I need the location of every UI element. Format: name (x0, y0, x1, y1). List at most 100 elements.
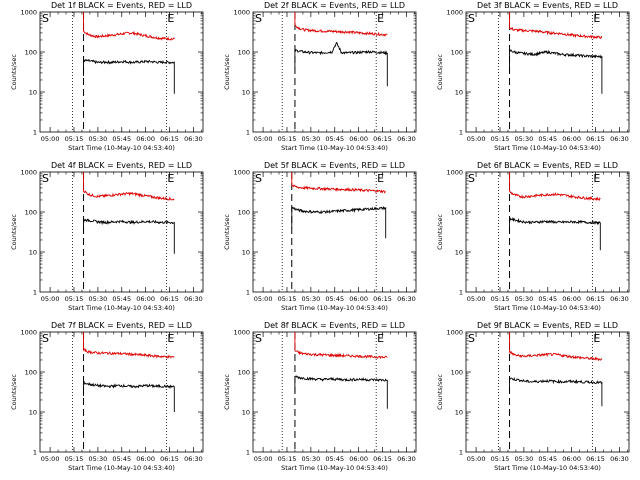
panel-det-7: Det 7f BLACK = Events, RED = LLD 1 10 100 10… (10, 321, 204, 472)
x-axis-label: Start Time (10-May-10 04:53:40) (68, 304, 175, 312)
plot-frame (39, 11, 204, 133)
x-tick-label: 06:00 (136, 455, 155, 463)
y-tick-label: 1 (459, 449, 463, 457)
x-tick-label: 05:30 (89, 295, 108, 303)
x-tick-label: 06:30 (610, 295, 629, 303)
x-tick-label: 05:15 (491, 295, 510, 303)
panel-det-4: Det 4f BLACK = Events, RED = LLD 1 10 100 10… (10, 161, 204, 312)
lld-series-line (83, 332, 175, 359)
events-series-line (83, 218, 175, 254)
y-tick-label: 1 (459, 289, 463, 297)
x-tick-label: 05:00 (254, 135, 273, 143)
x-tick-label: 05:15 (65, 135, 84, 143)
x-tick-label: 06:30 (397, 135, 416, 143)
x-tick-label: 06:00 (349, 455, 368, 463)
plot-frame (252, 171, 417, 293)
x-tick-label: 05:00 (467, 135, 486, 143)
events-series-line (509, 216, 601, 251)
y-axis-label: Counts/sec (436, 54, 444, 90)
start-marker-label: S (255, 332, 262, 345)
panel-title: Det 4f BLACK = Events, RED = LLD (51, 161, 192, 170)
x-tick-label: 05:00 (467, 295, 486, 303)
end-marker-label: E (593, 12, 600, 25)
x-axis-label: Start Time (10-May-10 04:53:40) (494, 144, 601, 152)
x-tick-label: 05:45 (325, 295, 344, 303)
end-marker-label: E (593, 172, 600, 185)
x-tick-label: 06:00 (136, 135, 155, 143)
x-tick-label: 05:30 (89, 135, 108, 143)
start-marker-label: S (42, 12, 49, 25)
x-tick-label: 06:15 (373, 135, 392, 143)
x-tick-label: 05:00 (254, 295, 273, 303)
y-tick-label: 100 (25, 369, 37, 377)
y-tick-label: 1 (246, 129, 250, 137)
panel-title: Det 8f BLACK = Events, RED = LLD (264, 321, 405, 330)
lld-series-line (509, 172, 601, 202)
x-axis-label: Start Time (10-May-10 04:53:40) (494, 464, 601, 472)
panel-title: Det 9f BLACK = Events, RED = LLD (477, 321, 618, 330)
y-tick-label: 1 (246, 289, 250, 297)
x-tick-label: 05:45 (112, 455, 131, 463)
x-tick-label: 05:30 (89, 455, 108, 463)
x-tick-label: 06:30 (184, 295, 203, 303)
x-tick-label: 05:30 (302, 295, 321, 303)
y-tick-label: 10 (455, 89, 463, 97)
y-tick-label: 10 (242, 249, 250, 257)
y-tick-label: 10 (455, 249, 463, 257)
plot-frame (252, 11, 417, 133)
x-tick-label: 05:00 (41, 135, 60, 143)
panel-det-9: Det 9f BLACK = Events, RED = LLD 1 10 100 10… (436, 321, 630, 472)
y-tick-label: 100 (238, 49, 250, 57)
y-axis-label: Counts/sec (10, 374, 18, 410)
panel-title: Det 5f BLACK = Events, RED = LLD (264, 161, 405, 170)
y-tick-label: 100 (451, 209, 463, 217)
y-tick-label: 10 (29, 409, 37, 417)
panel-title: Det 2f BLACK = Events, RED = LLD (264, 1, 405, 10)
x-tick-label: 05:15 (65, 455, 84, 463)
y-tick-label: 1000 (20, 169, 37, 177)
panel-det-8: Det 8f BLACK = Events, RED = LLD 1 10 100 10… (223, 321, 417, 472)
x-tick-label: 05:45 (538, 135, 557, 143)
y-tick-label: 1 (246, 449, 250, 457)
lld-series-line (291, 172, 386, 194)
events-series-line (83, 58, 175, 94)
x-tick-label: 06:15 (160, 455, 179, 463)
y-tick-label: 1000 (446, 329, 463, 337)
x-tick-label: 05:45 (112, 295, 131, 303)
x-tick-label: 05:15 (278, 295, 297, 303)
y-tick-label: 10 (242, 89, 250, 97)
y-tick-label: 1000 (233, 169, 250, 177)
y-tick-label: 1000 (233, 329, 250, 337)
x-tick-label: 05:30 (515, 455, 534, 463)
events-series-line (509, 376, 603, 407)
events-series-line (294, 375, 388, 409)
start-marker-label: S (468, 172, 475, 185)
start-marker-label: S (255, 172, 262, 185)
x-tick-label: 06:30 (610, 135, 629, 143)
end-marker-label: E (167, 12, 174, 25)
y-tick-label: 100 (25, 209, 37, 217)
y-tick-label: 100 (451, 49, 463, 57)
x-tick-label: 05:30 (515, 135, 534, 143)
x-tick-label: 05:00 (41, 295, 60, 303)
y-tick-label: 1000 (446, 169, 463, 177)
y-tick-label: 1000 (20, 329, 37, 337)
x-tick-label: 06:00 (562, 295, 581, 303)
y-tick-label: 1 (33, 289, 37, 297)
x-tick-label: 06:15 (160, 295, 179, 303)
panel-title: Det 7f BLACK = Events, RED = LLD (51, 321, 192, 330)
x-tick-label: 05:15 (65, 295, 84, 303)
x-tick-label: 06:00 (349, 295, 368, 303)
x-tick-label: 05:00 (467, 455, 486, 463)
y-tick-label: 1000 (233, 9, 250, 17)
x-axis-label: Start Time (10-May-10 04:53:40) (281, 464, 388, 472)
x-tick-label: 05:30 (515, 295, 534, 303)
y-tick-label: 1 (459, 129, 463, 137)
x-tick-label: 06:30 (397, 455, 416, 463)
x-tick-label: 05:45 (538, 455, 557, 463)
y-tick-label: 1000 (20, 9, 37, 17)
x-tick-label: 05:15 (278, 455, 297, 463)
lld-series-line (83, 172, 175, 201)
x-tick-label: 05:30 (302, 135, 321, 143)
y-axis-label: Counts/sec (10, 54, 18, 90)
